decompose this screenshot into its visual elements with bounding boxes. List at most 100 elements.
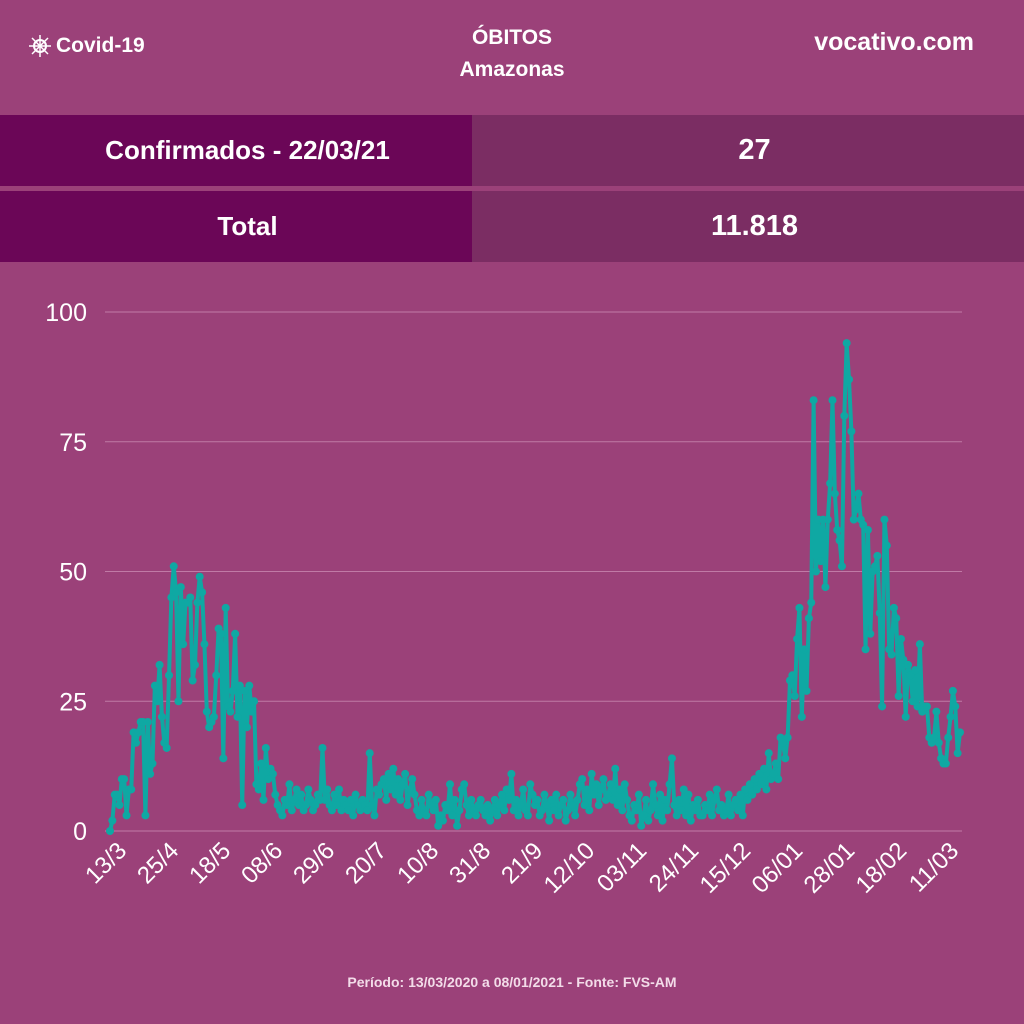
data-point	[578, 775, 587, 784]
data-point	[294, 801, 303, 810]
confirmed-row: Confirmados - 22/03/21 27	[0, 115, 1024, 186]
data-point	[566, 790, 575, 799]
data-point	[401, 769, 410, 778]
data-point	[922, 702, 931, 711]
data-point	[259, 795, 268, 804]
data-point	[672, 811, 681, 820]
data-point	[944, 733, 953, 742]
data-point	[332, 801, 341, 810]
data-point	[811, 567, 820, 576]
data-point	[580, 801, 589, 810]
data-point	[675, 795, 684, 804]
data-point	[169, 562, 178, 571]
data-point	[264, 775, 273, 784]
data-point	[705, 790, 714, 799]
data-point	[901, 712, 910, 721]
data-point	[245, 681, 254, 690]
series-line	[108, 341, 962, 832]
data-point	[852, 505, 861, 514]
data-point	[826, 479, 835, 488]
data-point	[238, 801, 247, 810]
data-point	[198, 588, 207, 597]
data-point	[297, 790, 306, 799]
data-point	[946, 712, 955, 721]
data-point	[304, 785, 313, 794]
data-point	[216, 629, 225, 638]
data-point	[641, 795, 650, 804]
data-point	[774, 775, 783, 784]
data-point	[285, 780, 294, 789]
data-point	[542, 801, 551, 810]
data-point	[590, 790, 599, 799]
data-point	[278, 811, 287, 820]
total-row: Total 11.818	[0, 191, 1024, 262]
data-point	[502, 785, 511, 794]
data-point	[200, 640, 209, 649]
data-point	[162, 743, 171, 752]
title: ÓBITOS	[471, 26, 553, 49]
data-point	[930, 733, 939, 742]
data-point	[483, 801, 492, 810]
data-point	[722, 806, 731, 815]
data-point	[235, 681, 244, 690]
data-point	[209, 712, 218, 721]
x-tick-label: 18/5	[184, 837, 236, 889]
data-point	[460, 780, 469, 789]
data-point	[438, 816, 447, 825]
brand: Covid-19	[28, 34, 145, 58]
data-point	[710, 795, 719, 804]
data-point	[637, 821, 646, 830]
data-point	[165, 671, 174, 680]
data-point	[106, 827, 114, 835]
data-point	[611, 764, 620, 773]
x-tick-label: 31/8	[444, 837, 496, 889]
data-point	[948, 686, 957, 695]
y-tick-label: 75	[59, 429, 87, 457]
data-point	[623, 795, 632, 804]
data-point	[571, 811, 580, 820]
data-point	[240, 686, 249, 695]
data-point	[731, 795, 740, 804]
data-point	[186, 593, 195, 602]
data-point	[540, 790, 549, 799]
data-point	[807, 598, 816, 607]
data-point	[429, 806, 438, 815]
data-point	[691, 806, 700, 815]
x-tick-label: 10/8	[392, 837, 444, 889]
data-point	[188, 676, 197, 685]
data-point	[956, 728, 964, 737]
total-label: Total	[217, 211, 278, 241]
data-point	[500, 806, 509, 815]
data-point	[745, 780, 754, 789]
data-point	[882, 541, 891, 550]
data-point	[261, 743, 270, 752]
data-point	[516, 801, 525, 810]
data-point	[644, 816, 653, 825]
x-tick-label: 24/11	[644, 837, 704, 897]
data-point	[157, 712, 166, 721]
data-point	[202, 707, 211, 716]
data-point	[191, 660, 199, 669]
x-tick-label: 13/3	[80, 837, 132, 889]
data-point	[847, 427, 856, 436]
data-point	[365, 749, 374, 758]
data-point	[391, 790, 400, 799]
data-point	[833, 525, 842, 534]
data-point	[363, 806, 372, 815]
data-point	[497, 790, 506, 799]
data-point	[592, 780, 601, 789]
data-point	[247, 707, 256, 716]
data-point	[446, 780, 454, 789]
data-point	[561, 816, 570, 825]
data-point	[389, 764, 398, 773]
x-tick-label: 12/10	[539, 837, 601, 899]
data-point	[351, 790, 360, 799]
data-point	[840, 411, 849, 420]
data-point	[686, 816, 695, 825]
data-point	[875, 609, 884, 618]
data-point	[113, 790, 122, 799]
data-point	[382, 795, 391, 804]
data-point	[708, 811, 717, 820]
data-point	[724, 790, 733, 799]
page-title: ÓBITOS Amazonas	[0, 22, 1024, 86]
